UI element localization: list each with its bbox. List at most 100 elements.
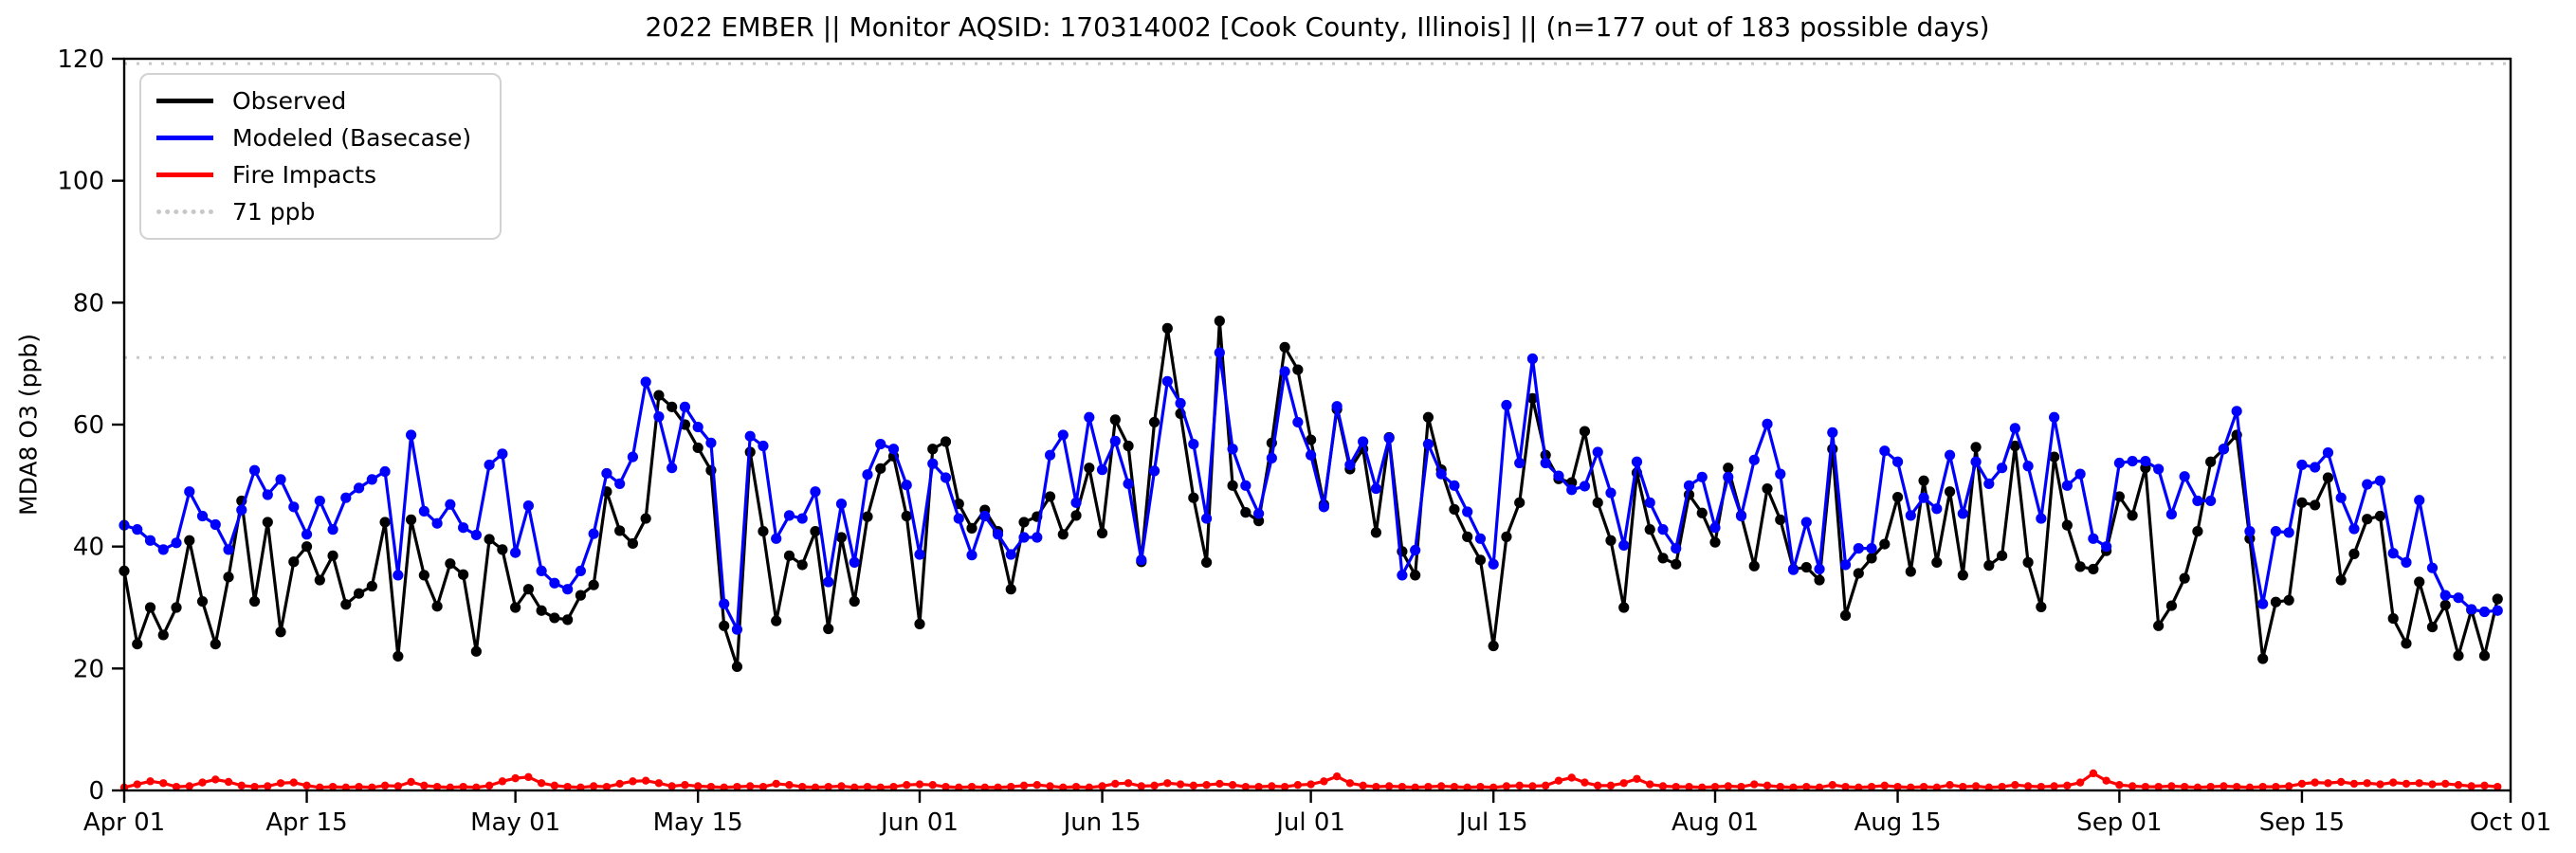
data-point xyxy=(1161,322,1173,334)
data-point xyxy=(823,576,834,588)
data-point xyxy=(537,779,546,788)
data-point xyxy=(1057,429,1069,441)
data-point xyxy=(431,517,443,529)
data-point xyxy=(314,495,325,507)
data-point xyxy=(2063,781,2072,790)
data-point xyxy=(1514,457,1526,469)
data-point xyxy=(653,390,665,401)
data-point xyxy=(1501,531,1512,542)
y-tick-label: 20 xyxy=(73,655,104,683)
data-point xyxy=(1866,542,1877,554)
data-point xyxy=(2296,497,2308,508)
data-point xyxy=(1306,434,1317,445)
data-point xyxy=(1384,782,1394,790)
data-point xyxy=(2348,523,2360,535)
data-point xyxy=(1292,364,1304,375)
data-point xyxy=(1148,416,1160,428)
data-point xyxy=(1474,533,1487,544)
data-point xyxy=(889,782,898,791)
data-point xyxy=(1540,457,1551,469)
data-point xyxy=(2478,650,2491,662)
y-axis-label: MDA8 O3 (ppb) xyxy=(14,334,43,516)
data-point xyxy=(771,533,782,544)
data-point xyxy=(1606,781,1616,790)
data-point xyxy=(2192,525,2203,537)
data-point xyxy=(2415,779,2423,788)
data-point xyxy=(731,661,743,673)
data-point xyxy=(536,565,547,577)
data-point xyxy=(1633,774,1641,783)
data-point xyxy=(2165,508,2177,520)
data-point xyxy=(875,463,886,474)
data-point xyxy=(849,595,860,608)
data-point xyxy=(1709,522,1721,534)
x-tick-label: Sep 01 xyxy=(2076,808,2162,837)
data-point xyxy=(1032,532,1043,543)
x-tick-label: Aug 15 xyxy=(1854,808,1941,837)
data-point xyxy=(1566,484,1578,496)
data-point xyxy=(1098,782,1106,790)
data-point xyxy=(785,781,794,789)
data-point xyxy=(458,569,469,580)
legend-label: Observed xyxy=(232,87,347,115)
data-point xyxy=(1137,782,1146,790)
data-point xyxy=(1931,503,1943,515)
data-point xyxy=(2284,782,2293,790)
data-point xyxy=(1723,463,1734,474)
data-point xyxy=(1592,497,1603,508)
y-tick-label: 0 xyxy=(88,777,104,806)
data-point xyxy=(2258,782,2267,791)
data-point xyxy=(1737,782,1745,791)
legend-box: Observed Modeled (Basecase) Fire Impacts… xyxy=(139,73,502,240)
data-point xyxy=(353,482,365,494)
data-point xyxy=(614,478,626,490)
data-point xyxy=(772,779,780,789)
data-point xyxy=(1332,772,1342,781)
data-point xyxy=(132,639,143,650)
data-point xyxy=(1893,782,1902,791)
data-point xyxy=(185,782,193,790)
data-point xyxy=(1096,527,1108,539)
modeled-basecase--series xyxy=(119,347,2503,635)
data-point xyxy=(928,781,937,789)
data-point xyxy=(2141,782,2150,791)
data-point xyxy=(2009,440,2020,452)
y-tick-label: 40 xyxy=(73,534,104,562)
data-point xyxy=(1905,566,1916,577)
series-line xyxy=(123,351,2498,631)
data-point xyxy=(1957,570,1968,581)
data-point xyxy=(340,492,352,503)
data-point xyxy=(1567,773,1576,782)
data-point xyxy=(2113,457,2125,469)
data-point xyxy=(967,782,977,791)
data-point xyxy=(2037,782,2046,791)
data-point xyxy=(1449,480,1460,491)
data-point xyxy=(1215,779,1224,789)
legend-label: 71 ppb xyxy=(232,198,316,226)
data-point xyxy=(1148,465,1160,477)
data-point xyxy=(2022,556,2034,568)
data-point xyxy=(2322,472,2334,483)
data-point xyxy=(1254,782,1263,791)
data-point xyxy=(2362,479,2373,490)
data-point xyxy=(1501,399,1512,411)
data-point xyxy=(2349,779,2359,789)
data-point xyxy=(2336,777,2346,787)
data-point xyxy=(418,570,429,581)
data-point xyxy=(2454,781,2463,789)
data-point xyxy=(1280,782,1289,791)
data-point xyxy=(966,522,977,534)
data-point xyxy=(588,579,599,590)
data-point xyxy=(1266,452,1277,463)
data-point xyxy=(549,577,560,589)
data-point xyxy=(2102,776,2110,785)
data-point xyxy=(1750,780,1759,789)
data-point xyxy=(405,514,417,525)
data-point xyxy=(640,376,651,388)
data-point xyxy=(2272,782,2280,791)
data-point xyxy=(679,401,691,412)
data-point xyxy=(144,602,156,613)
data-point xyxy=(966,550,977,561)
data-point xyxy=(1800,561,1812,573)
data-point xyxy=(783,510,795,521)
